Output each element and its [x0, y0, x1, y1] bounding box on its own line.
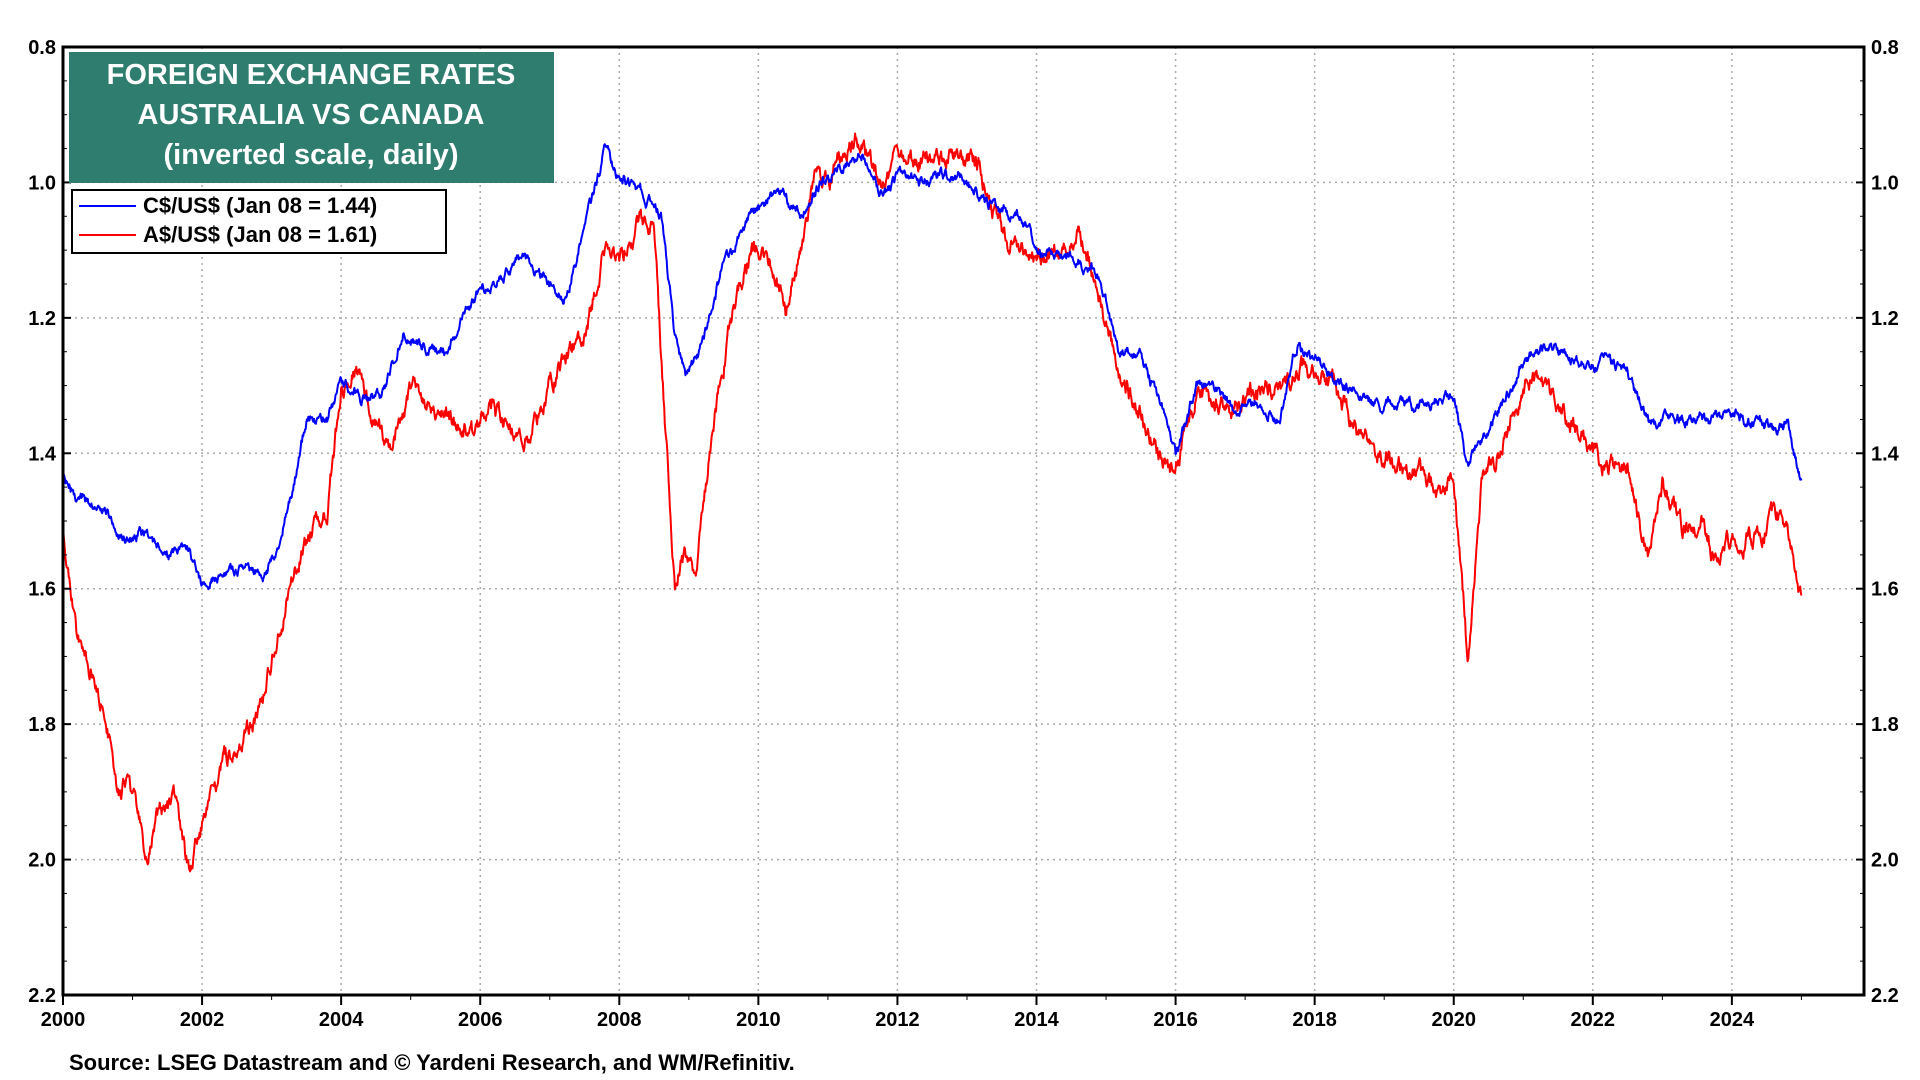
y-axis-left: 0.8 1.0 1.2 1.4 1.6 1.8 2.0 2.2: [28, 37, 71, 1007]
legend-label-aud: A$/US$ (Jan 08 = 1.61): [143, 222, 377, 247]
x-tick-label: 2016: [1153, 1009, 1198, 1031]
title-line-2: AUSTRALIA VS CANADA: [138, 99, 485, 131]
x-tick-label: 2024: [1710, 1009, 1755, 1031]
y-tick-label-left: 1.4: [28, 443, 57, 465]
x-tick-label: 2022: [1571, 1009, 1616, 1031]
y-tick-label-left: 1.6: [28, 579, 56, 601]
x-tick-label: 2012: [875, 1009, 920, 1031]
x-tick-label: 2010: [736, 1009, 781, 1031]
y-tick-label-left: 1.2: [28, 308, 56, 330]
y-tick-label-right: 1.8: [1871, 714, 1899, 736]
y-tick-label-left: 0.8: [28, 37, 56, 59]
y-tick-label-left: 1.0: [28, 172, 56, 194]
legend: C$/US$ (Jan 08 = 1.44) A$/US$ (Jan 08 = …: [71, 189, 447, 254]
x-axis: 2000 2002 2004 2006 2008 2010 2012 2014 2016 2018…: [41, 995, 1802, 1031]
title-line-3: (inverted scale, daily): [164, 139, 459, 171]
y-tick-label-left: 2.2: [28, 985, 56, 1007]
x-tick-label: 2004: [319, 1009, 364, 1031]
legend-box: [71, 189, 447, 254]
title-line-1: FOREIGN EXCHANGE RATES: [107, 59, 516, 91]
y-tick-label-left: 2.0: [28, 850, 56, 872]
title-box: FOREIGN EXCHANGE RATES AUSTRALIA VS CANA…: [69, 52, 554, 183]
series-line-aud: [62, 132, 1803, 873]
x-tick-label: 2018: [1292, 1009, 1337, 1031]
grid-lines: [63, 47, 1864, 995]
y-tick-label-right: 0.8: [1871, 37, 1899, 59]
x-tick-label: 2006: [458, 1009, 503, 1031]
y-tick-label-right: 2.2: [1871, 985, 1899, 1007]
legend-label-cad: C$/US$ (Jan 08 = 1.44): [143, 193, 377, 218]
series-line-cad: [62, 143, 1803, 591]
title-background: [69, 52, 554, 183]
x-tick-label: 2002: [180, 1009, 225, 1031]
y-tick-label-left: 1.8: [28, 714, 56, 736]
y-tick-label-right: 1.4: [1871, 443, 1900, 465]
x-tick-label: 2008: [597, 1009, 642, 1031]
x-tick-label: 2014: [1014, 1009, 1059, 1031]
source-note: Source: LSEG Datastream and © Yardeni Re…: [69, 1050, 795, 1075]
y-tick-label-right: 1.2: [1871, 308, 1899, 330]
series-layer: [62, 132, 1803, 873]
y-tick-label-right: 1.6: [1871, 579, 1899, 601]
x-tick-label: 2020: [1431, 1009, 1476, 1031]
y-axis-right: 0.8 1.0 1.2 1.4 1.6 1.8 2.0 2.2: [1856, 37, 1900, 1007]
y-tick-label-right: 1.0: [1871, 172, 1899, 194]
x-tick-label: 2000: [41, 1009, 86, 1031]
y-tick-label-right: 2.0: [1871, 850, 1899, 872]
